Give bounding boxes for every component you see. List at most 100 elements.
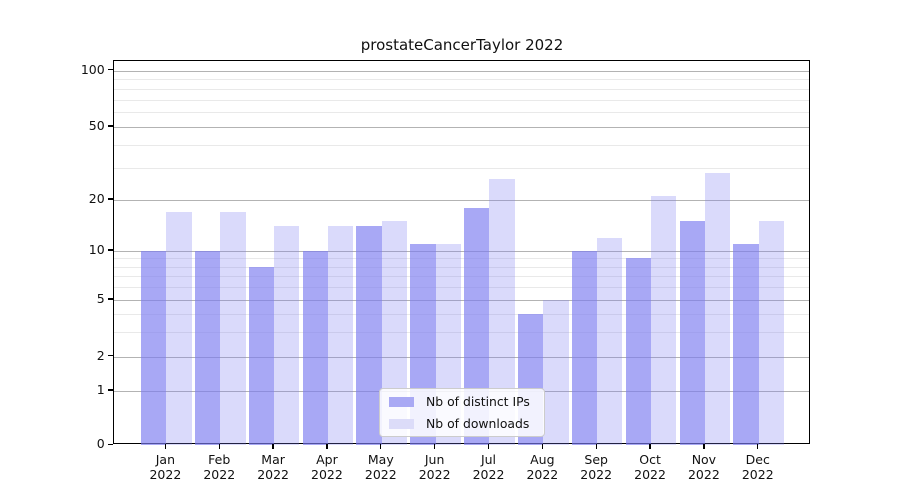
x-tick-mark xyxy=(649,444,651,449)
x-tick-label-mar: Mar 2022 xyxy=(241,452,305,482)
x-tick-label-sep: Sep 2022 xyxy=(564,452,628,482)
legend-item-downloads: Nb of downloads xyxy=(389,416,535,431)
bar-ips-dec xyxy=(733,243,759,446)
x-tick-year: 2022 xyxy=(634,467,666,482)
x-tick-year: 2022 xyxy=(580,467,613,482)
bar-ips-nov xyxy=(679,221,705,446)
minor-gridline xyxy=(113,313,810,315)
x-tick-month: Sep xyxy=(584,452,608,467)
bar-downloads-sep xyxy=(597,237,623,446)
x-tick-month: Mar xyxy=(261,452,285,467)
x-tick-month: Apr xyxy=(316,452,338,467)
legend-swatch-downloads xyxy=(389,418,414,429)
bar-downloads-jan xyxy=(166,211,192,446)
x-tick-year: 2022 xyxy=(311,467,343,482)
y-tick-label: 10 xyxy=(88,242,105,257)
bar-downloads-dec xyxy=(758,221,785,446)
y-tick-label: 2 xyxy=(96,347,105,363)
y-tick-label: 20 xyxy=(88,191,105,206)
legend-swatch-distinct-ips xyxy=(389,396,414,407)
y-tick-mark xyxy=(108,443,113,445)
x-tick-year: 2022 xyxy=(257,467,289,482)
bar-ips-mar xyxy=(248,266,275,446)
y-tick-label: 1 xyxy=(96,382,105,397)
x-tick-month: Feb xyxy=(208,452,231,467)
plot-area xyxy=(112,59,811,446)
legend: Nb of distinct IPs Nb of downloads xyxy=(379,388,545,437)
x-tick-label-jun: Jun 2022 xyxy=(403,452,467,482)
bar-downloads-apr xyxy=(327,226,354,446)
bar-downloads-oct xyxy=(651,196,677,446)
bar-ips-apr xyxy=(302,250,328,446)
x-tick-month: May xyxy=(367,452,394,467)
x-tick-year: 2022 xyxy=(203,467,236,482)
y-tick-label: 0 xyxy=(96,436,105,452)
x-tick-month: Dec xyxy=(745,452,770,467)
legend-label-distinct-ips: Nb of distinct IPs xyxy=(426,394,530,409)
minor-gridline xyxy=(113,88,810,90)
x-tick-month: Jun xyxy=(424,452,445,467)
legend-item-distinct-ips: Nb of distinct IPs xyxy=(389,394,535,409)
x-tick-label-aug: Aug 2022 xyxy=(510,452,574,482)
y-tick-mark xyxy=(108,389,113,391)
bar-ips-jan xyxy=(141,250,167,446)
bar-downloads-nov xyxy=(704,173,731,446)
legend-label-downloads: Nb of downloads xyxy=(426,416,530,431)
y-tick-mark xyxy=(108,355,113,357)
y-tick-label: 50 xyxy=(88,118,105,133)
y-tick-mark xyxy=(108,125,113,127)
minor-gridline xyxy=(113,167,810,169)
major-gridline xyxy=(113,126,810,128)
y-tick-mark xyxy=(108,69,113,71)
x-tick-month: Jul xyxy=(480,452,497,467)
x-tick-mark xyxy=(541,444,543,449)
x-tick-mark xyxy=(218,444,220,449)
bar-ips-oct xyxy=(625,258,652,446)
y-tick-mark xyxy=(108,198,113,200)
x-tick-label-feb: Feb 2022 xyxy=(187,452,251,482)
x-tick-mark xyxy=(272,444,274,449)
x-tick-year: 2022 xyxy=(418,467,451,482)
x-tick-label-apr: Apr 2022 xyxy=(295,452,359,482)
x-tick-year: 2022 xyxy=(687,467,720,482)
bar-ips-sep xyxy=(571,250,598,446)
minor-gridline xyxy=(113,99,810,101)
x-tick-year: 2022 xyxy=(472,467,505,482)
x-tick-label-may: May 2022 xyxy=(349,452,413,482)
major-gridline xyxy=(113,70,810,72)
major-gridline xyxy=(113,356,810,358)
bar-ips-feb xyxy=(194,250,221,446)
x-tick-year: 2022 xyxy=(364,467,397,482)
x-tick-mark xyxy=(164,444,167,449)
x-tick-year: 2022 xyxy=(741,467,774,482)
x-tick-mark xyxy=(703,444,705,449)
minor-gridline xyxy=(113,331,810,333)
x-tick-label-oct: Oct 2022 xyxy=(618,452,682,482)
x-tick-year: 2022 xyxy=(526,467,559,482)
minor-gridline xyxy=(113,287,810,289)
bar-ips-may xyxy=(356,226,382,446)
x-tick-month: Oct xyxy=(639,452,661,467)
y-tick-label: 100 xyxy=(80,61,105,77)
y-tick-mark xyxy=(108,249,113,251)
major-gridline xyxy=(113,199,810,201)
x-tick-year: 2022 xyxy=(149,467,182,482)
x-tick-mark xyxy=(434,444,436,449)
major-gridline xyxy=(113,299,810,301)
y-tick-label: 5 xyxy=(96,291,105,306)
x-tick-mark xyxy=(757,444,759,449)
x-tick-month: Aug xyxy=(530,452,555,467)
minor-gridline xyxy=(113,112,810,114)
y-tick-mark xyxy=(108,298,113,300)
x-tick-label-jan: Jan 2022 xyxy=(133,452,197,482)
x-tick-month: Jan xyxy=(155,452,176,467)
x-tick-label-dec: Dec 2022 xyxy=(726,452,790,482)
minor-gridline xyxy=(113,144,810,146)
bar-downloads-mar xyxy=(274,226,300,446)
chart-title: prostateCancerTaylor 2022 xyxy=(360,36,564,54)
x-tick-mark xyxy=(595,444,597,449)
x-tick-label-nov: Nov 2022 xyxy=(672,452,736,482)
x-tick-mark xyxy=(380,444,382,449)
minor-gridline xyxy=(113,276,810,278)
